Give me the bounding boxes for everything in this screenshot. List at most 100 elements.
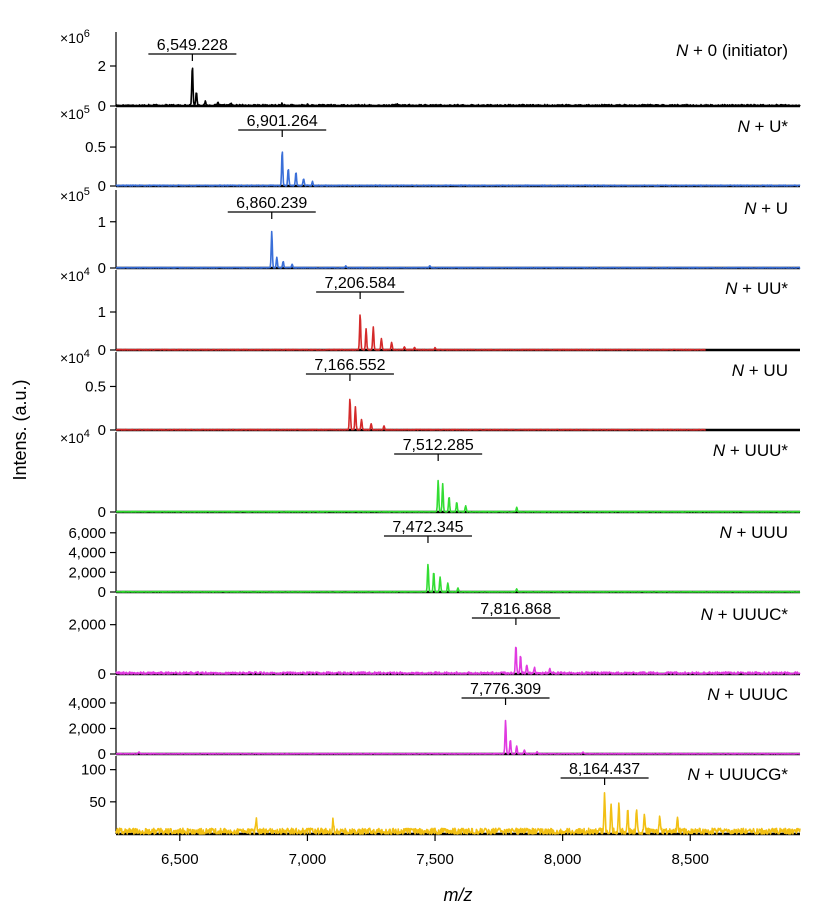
- spectrum-trace: [115, 719, 801, 755]
- y-tick-label: 0: [98, 584, 106, 601]
- y-tick-label: 4,000: [68, 545, 106, 562]
- spectrum-trace: [115, 479, 801, 513]
- spectrum-panel-3: 0 1 ×105 6,860.239 N + U: [60, 186, 801, 277]
- peak-mass-label: 7,816.868: [480, 601, 551, 618]
- spectrum-panel-7: 0 2,000 4,000 6,000 7,472.345 N + UUU: [68, 514, 801, 601]
- panel-label: N + UUU: [720, 523, 789, 542]
- x-tick-label: 8,000: [544, 851, 582, 868]
- y-tick-label: 2,000: [68, 564, 106, 581]
- y-multiplier-exponent: 5: [84, 104, 90, 116]
- spectrum-panel-8: 0 2,000 7,816.868 N + UUUC*: [68, 596, 801, 683]
- peak-mass-label: 7,776.309: [470, 681, 541, 698]
- x-tick-label: 6,500: [161, 851, 199, 868]
- y-tick-label: 1: [98, 214, 106, 231]
- x-axis-title: m/z: [444, 885, 473, 905]
- y-tick-label: 0: [98, 342, 106, 359]
- y-tick-label: 100: [81, 762, 106, 779]
- y-tick-label: 0: [98, 422, 106, 439]
- spectrum-panel-9: 0 2,000 4,000 7,776.309 N + UUUC: [68, 676, 801, 763]
- spectrum-trace: [115, 563, 801, 593]
- y-multiplier: ×104: [60, 348, 90, 366]
- panel-label-n: N: [713, 441, 726, 460]
- panel-label: N + 0 (initiator): [676, 41, 788, 60]
- panel-label-rest: + UUUC: [720, 685, 788, 704]
- peak-mass-label: 6,549.228: [157, 37, 228, 54]
- y-tick-label: 2,000: [68, 617, 106, 634]
- panel-label: N + UUU*: [713, 441, 788, 460]
- panel-label-rest: + U: [756, 199, 788, 218]
- y-tick-label: 0: [98, 746, 106, 763]
- y-multiplier-exponent: 4: [84, 428, 90, 440]
- spectrum-panel-2: 0 0.5 ×105 6,901.264 N + U*: [60, 104, 801, 195]
- spectrum-trace: [115, 398, 707, 431]
- spectrum-panel-10: 50 100 8,164.437 N + UUUCG*: [81, 756, 801, 836]
- panel-label-rest: + UU*: [737, 279, 788, 298]
- panel-label-n: N: [720, 523, 733, 542]
- peak-mass-label: 7,166.552: [314, 357, 385, 374]
- y-tick-label: 0: [98, 504, 106, 521]
- y-tick-label: 2: [98, 58, 106, 75]
- spectrum-trace: [115, 67, 801, 107]
- panel-label-rest: + 0 (initiator): [688, 41, 788, 60]
- x-tick-label: 8,500: [671, 851, 709, 868]
- peak-mass-label: 7,206.584: [325, 275, 396, 292]
- spectrum-trace: [115, 646, 801, 675]
- y-multiplier: ×104: [60, 266, 90, 284]
- panel-label-n: N: [732, 361, 745, 380]
- peak-mass-label: 8,164.437: [569, 761, 640, 778]
- y-tick-label: 50: [89, 794, 106, 811]
- panels-layer: 0 2 ×106 6,549.228 N + 0 (initiator) 0 0.5 ×105…: [60, 28, 801, 836]
- y-multiplier: ×105: [60, 186, 90, 204]
- x-tick-label: 7,500: [416, 851, 454, 868]
- x-axis: 6,500 7,000 7,500 8,000 8,500: [161, 834, 709, 868]
- peak-mass-label: 6,901.264: [247, 113, 318, 130]
- y-tick-label: 0.5: [85, 378, 106, 395]
- spectrum-trace: [115, 151, 801, 187]
- panel-label: N + U: [744, 199, 788, 218]
- spectrum-trace: [115, 230, 801, 269]
- panel-label: N + UUUC*: [701, 605, 789, 624]
- y-multiplier-exponent: 6: [84, 28, 90, 40]
- spectrum-trace: [115, 314, 706, 351]
- y-multiplier: ×104: [60, 428, 90, 446]
- panel-label: N + UUUCG*: [687, 765, 788, 784]
- spectrum-panel-5: 0 0.5 ×104 7,166.552 N + UU: [60, 348, 800, 439]
- y-multiplier: ×105: [60, 104, 90, 122]
- y-tick-label: 0: [98, 666, 106, 683]
- y-tick-label: 2,000: [68, 720, 106, 737]
- y-tick-label: 0: [98, 260, 106, 277]
- panel-label-n: N: [744, 199, 757, 218]
- y-tick-label: 1: [98, 304, 106, 321]
- y-multiplier-exponent: 4: [84, 266, 90, 278]
- y-multiplier-exponent: 4: [84, 348, 90, 360]
- panel-label-n: N: [725, 279, 738, 298]
- panel-label-rest: + UUU: [732, 523, 788, 542]
- panel-label-n: N: [701, 605, 714, 624]
- y-tick-label: 0.5: [85, 139, 106, 156]
- panel-label-n: N: [737, 117, 750, 136]
- spectrum-panel-1: 0 2 ×106 6,549.228 N + 0 (initiator): [60, 28, 801, 115]
- spectrum-panel-4: 0 1 ×104 7,206.584 N + UU*: [60, 266, 800, 359]
- y-tick-label: 4,000: [68, 695, 106, 712]
- panel-label: N + UU: [732, 361, 788, 380]
- y-axis-title: Intens. (a.u.): [10, 379, 30, 480]
- x-tick-label: 7,000: [289, 851, 327, 868]
- y-tick-label: 0: [98, 178, 106, 195]
- peak-mass-label: 7,472.345: [392, 519, 463, 536]
- y-multiplier: ×106: [60, 28, 90, 46]
- spectrum-trace: [115, 791, 801, 835]
- panel-label-n: N: [676, 41, 689, 60]
- panel-label: N + U*: [737, 117, 788, 136]
- panel-label-rest: + U*: [750, 117, 789, 136]
- panel-label-n: N: [687, 765, 700, 784]
- panel-label-rest: + UUUC*: [713, 605, 788, 624]
- peak-mass-label: 6,860.239: [236, 195, 307, 212]
- panel-label: N + UUUC: [707, 685, 788, 704]
- panel-label-rest: + UUUCG*: [700, 765, 789, 784]
- panel-label-rest: + UUU*: [725, 441, 788, 460]
- peak-mass-label: 7,512.285: [403, 437, 474, 454]
- panel-label-n: N: [707, 685, 720, 704]
- y-multiplier-exponent: 5: [84, 186, 90, 198]
